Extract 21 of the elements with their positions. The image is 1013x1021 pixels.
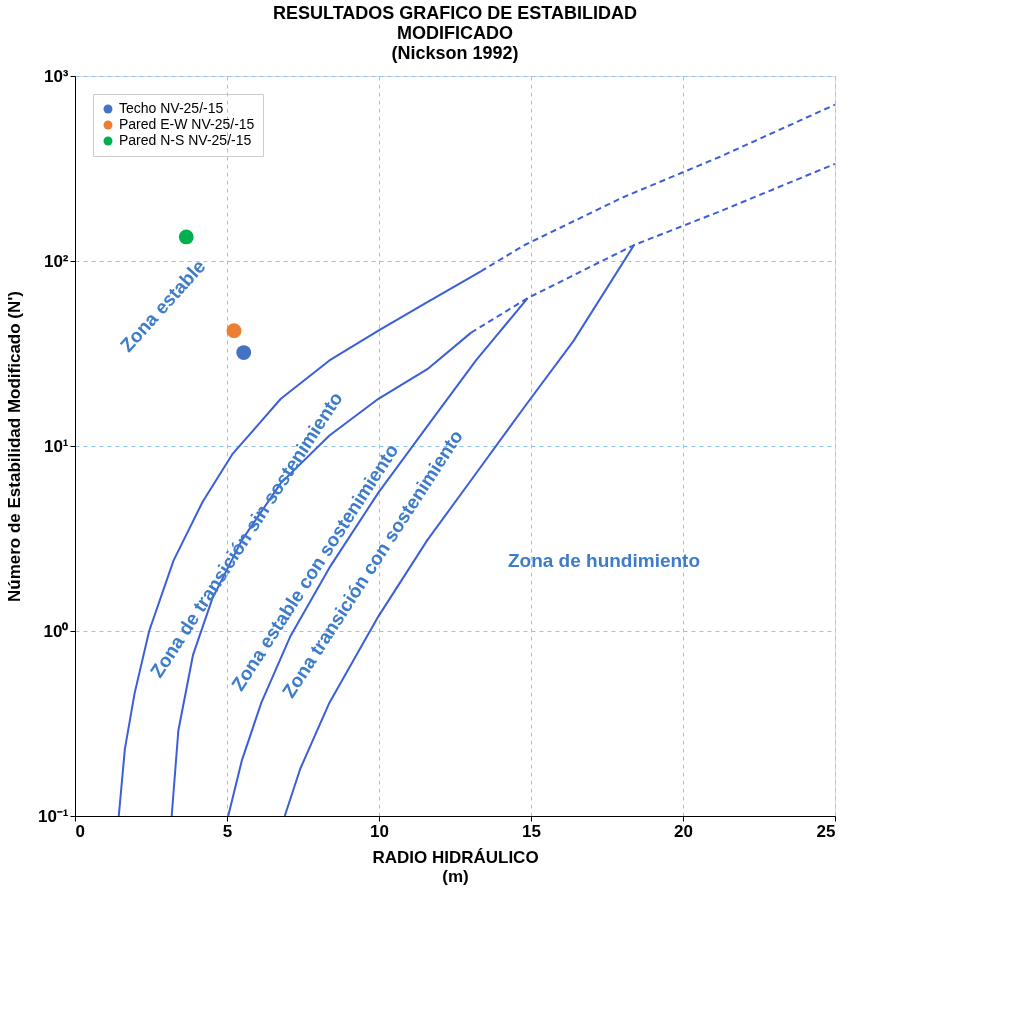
chart-title: RESULTADOS GRAFICO DE ESTABILIDAD MODIFICADO (Nickson 1992)	[273, 3, 637, 63]
x-tick-label: 5	[222, 821, 233, 841]
legend-label: Techo NV-25/-15	[119, 100, 224, 116]
x-axis-title: RADIO HIDRÁULICO (m)	[372, 847, 539, 886]
point	[236, 345, 252, 360]
annotation: Zona de hundimiento	[507, 549, 701, 571]
x-tick-label: 15	[522, 821, 541, 841]
y-tick-label: 10⁰	[43, 621, 69, 641]
x-tick-label: 25	[816, 821, 836, 841]
y-axis-title: Número de Estabilidad Modificado (N')	[4, 290, 24, 603]
x-tick-label: 10	[370, 821, 389, 841]
legend-label: Pared E-W NV-25/-15	[119, 116, 255, 132]
y-tick-label: 10⁻¹	[37, 806, 69, 826]
y-tick-label: 10³	[43, 66, 69, 86]
legend-label: Pared N-S NV-25/-15	[119, 132, 252, 148]
point	[178, 229, 194, 245]
point	[226, 323, 242, 339]
x-tick-label: 0	[75, 821, 85, 841]
x-tick-label: 20	[674, 821, 693, 841]
y-tick-label: 10²	[43, 251, 69, 271]
y-tick-label: 10¹	[43, 436, 69, 456]
